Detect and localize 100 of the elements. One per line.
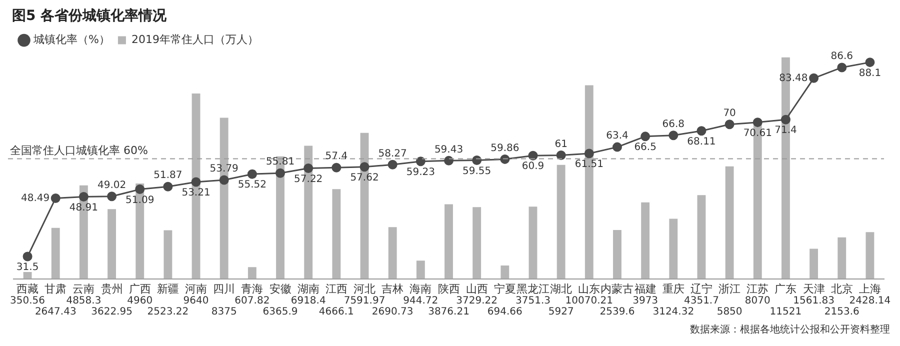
- x-tick-label: 广西: [128, 282, 151, 296]
- x-tick-label: 重庆: [662, 282, 684, 296]
- point: [612, 142, 622, 152]
- x-tick-label: 云南: [72, 282, 95, 296]
- point: [500, 154, 510, 164]
- x-tick-label: 广东: [774, 282, 797, 296]
- data-label: 59.43: [434, 144, 464, 156]
- data-label: 51.09: [126, 194, 154, 206]
- bar: [697, 195, 706, 279]
- point: [444, 156, 454, 166]
- bar: [838, 237, 846, 279]
- data-label: 55.81: [266, 156, 295, 168]
- point: [640, 132, 650, 142]
- bar: [332, 189, 341, 279]
- point: [304, 164, 314, 174]
- data-label: 3124.32: [652, 306, 694, 318]
- point: [556, 150, 566, 160]
- point: [668, 130, 678, 140]
- bar: [388, 227, 397, 279]
- point: [78, 192, 88, 202]
- data-label: 944.72: [403, 295, 438, 306]
- data-label: 5850: [716, 306, 742, 318]
- point: [247, 169, 257, 179]
- data-label: 59.86: [490, 142, 520, 154]
- point: [724, 120, 734, 130]
- bar: [556, 164, 566, 279]
- data-label: 7591.97: [344, 295, 386, 306]
- data-label: 350.56: [10, 295, 46, 306]
- data-label: 2690.73: [372, 306, 414, 318]
- bar: [108, 209, 116, 279]
- data-label: 1561.83: [793, 295, 834, 306]
- data-label: 3973: [632, 295, 658, 306]
- data-label: 2523.22: [147, 306, 189, 318]
- chart-title: 图5 各省份城镇化率情况: [12, 7, 168, 24]
- data-label: 48.49: [20, 192, 50, 204]
- bar: [51, 228, 60, 279]
- x-tick-label: 甘肃: [44, 282, 67, 296]
- x-tick-label: 浙江: [718, 282, 741, 296]
- data-label: 8375: [211, 306, 237, 318]
- bar: [725, 166, 734, 279]
- x-tick-label: 江苏: [746, 282, 769, 296]
- data-label: 11521: [770, 306, 802, 318]
- data-label: 3729.22: [456, 295, 498, 306]
- data-label: 60.9: [522, 161, 544, 172]
- data-label: 2428.14: [849, 295, 891, 306]
- point: [276, 168, 286, 178]
- data-label: 57.4: [325, 151, 348, 162]
- data-label: 53.21: [182, 188, 210, 199]
- data-label: 88.1: [858, 68, 882, 79]
- data-label: 6918.4: [290, 295, 326, 306]
- data-label: 2539.6: [600, 306, 635, 318]
- data-label: 694.66: [487, 306, 522, 318]
- point: [360, 162, 370, 172]
- x-tick-label: 江西: [325, 282, 348, 296]
- source-note: 数据来源：根据各地统计公报和公开资料整理: [690, 324, 890, 336]
- x-tick-label: 西藏: [16, 282, 39, 296]
- point: [50, 193, 60, 203]
- legend-label: 城镇化率（%）: [32, 33, 110, 46]
- data-label: 9640: [183, 295, 209, 306]
- bar: [164, 230, 172, 279]
- bar: [416, 260, 425, 279]
- data-label: 4351.7: [684, 295, 719, 306]
- x-tick-label: 上海: [858, 282, 881, 296]
- point: [135, 184, 145, 194]
- data-label: 59.23: [406, 166, 435, 178]
- bar: [669, 218, 678, 279]
- data-label: 3751.3: [515, 295, 550, 306]
- data-label: 66.5: [634, 142, 656, 154]
- x-tick-label: 海南: [410, 282, 432, 296]
- legend-label: 2019年常住人口（万人）: [131, 33, 258, 46]
- data-label: 57.22: [294, 174, 323, 185]
- x-tick-label: 宁夏: [494, 282, 516, 296]
- data-label: 5927: [548, 306, 574, 318]
- data-label: 61.51: [574, 159, 604, 170]
- x-tick-label: 陕西: [438, 282, 460, 296]
- data-label: 57.62: [350, 172, 379, 184]
- point: [696, 126, 706, 136]
- data-label: 48.91: [69, 202, 98, 214]
- data-label: 10070.21: [565, 295, 614, 306]
- point: [22, 252, 32, 262]
- x-tick-label: 四川: [213, 282, 236, 296]
- x-tick-label: 贵州: [100, 282, 123, 296]
- x-tick-label: 安徽: [269, 282, 292, 296]
- data-label: 4858.3: [66, 295, 102, 306]
- x-tick-label: 辽宁: [690, 282, 712, 296]
- data-label: 53.79: [210, 164, 238, 175]
- data-label: 63.4: [606, 130, 628, 142]
- x-tick-label: 青海: [241, 282, 264, 296]
- bar: [500, 265, 510, 279]
- data-label: 70.61: [743, 128, 772, 139]
- data-label: 2647.43: [34, 306, 76, 318]
- bar: [810, 248, 818, 279]
- point: [584, 148, 594, 158]
- point: [472, 156, 482, 166]
- point: [865, 58, 875, 68]
- data-label: 58.27: [378, 148, 407, 160]
- data-label: 49.02: [97, 180, 126, 191]
- x-tick-label: 湖北: [550, 282, 572, 296]
- x-tick-label: 内蒙古: [600, 282, 634, 296]
- x-tick-label: 河北: [354, 282, 376, 296]
